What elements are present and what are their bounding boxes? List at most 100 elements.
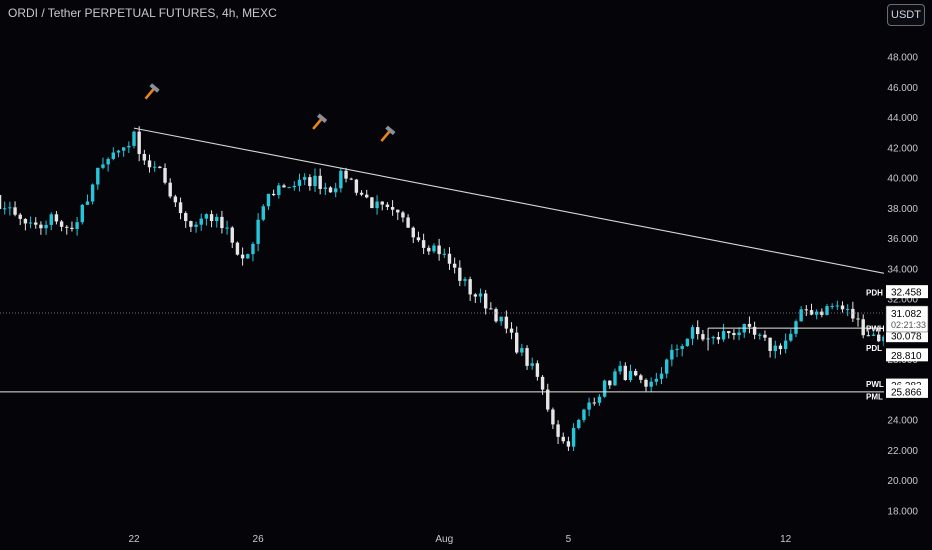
level-tag-pdh: PDH	[866, 289, 883, 298]
candle-body	[515, 332, 519, 353]
candle-body	[189, 221, 193, 227]
candle-body	[452, 263, 457, 268]
candle-body	[659, 373, 664, 379]
y-tick-label: 38.000	[887, 204, 918, 215]
candle-body	[121, 147, 126, 151]
candle-body	[825, 306, 829, 315]
candle-body	[520, 348, 524, 353]
candle-body	[261, 206, 265, 220]
y-tick-label: 42.000	[887, 143, 918, 154]
candle-body	[711, 337, 715, 339]
candle-body	[75, 222, 79, 229]
candle-body	[763, 334, 767, 338]
candle-body	[551, 409, 555, 425]
candle-body	[840, 305, 845, 310]
candle-body	[561, 436, 565, 442]
y-tick-label: 18.000	[887, 506, 918, 517]
candle-body	[804, 309, 809, 311]
candle-body	[587, 402, 591, 410]
candle-body	[173, 196, 178, 203]
candle-body	[137, 131, 141, 154]
candle-body	[411, 227, 415, 238]
candle-body	[530, 363, 534, 366]
candle-body	[199, 218, 203, 225]
candle-body	[690, 327, 695, 339]
level-price-label-bg	[886, 285, 928, 299]
candle-body	[282, 185, 286, 188]
candle-body	[675, 348, 679, 350]
candle-body	[132, 131, 136, 146]
candle-body	[768, 337, 772, 351]
candle-body	[856, 318, 860, 320]
candle-body	[463, 279, 467, 281]
candle-body	[375, 201, 379, 209]
currency-button[interactable]: USDT	[887, 4, 925, 26]
candle-body	[732, 333, 736, 336]
candle-body	[339, 170, 343, 189]
hammer-handle	[144, 87, 155, 100]
candle-body	[70, 227, 74, 229]
candle-body	[142, 153, 147, 161]
candle-body	[111, 152, 116, 159]
hammer-icon	[144, 83, 160, 100]
candle-body	[416, 237, 421, 241]
level-price-label-bg	[886, 329, 928, 343]
candle-body	[354, 179, 359, 193]
candle-body	[540, 376, 545, 390]
candle-body	[49, 214, 53, 225]
candle-body	[535, 363, 540, 377]
candle-body	[101, 164, 105, 168]
candle-body	[23, 218, 28, 224]
candle-body	[370, 197, 374, 209]
level-price-label: 30.078	[891, 332, 922, 343]
candles-group	[0, 126, 932, 451]
candle-body	[582, 409, 586, 420]
candle-body	[168, 182, 172, 197]
candle-body	[546, 389, 550, 410]
candle-body	[628, 371, 633, 381]
candle-body	[664, 359, 669, 374]
hammer-icon	[312, 113, 328, 130]
candle-body	[401, 212, 405, 218]
candle-body	[287, 187, 291, 189]
candle-body	[577, 419, 581, 429]
candle-body	[509, 328, 514, 333]
candle-body	[215, 216, 219, 222]
candle-body	[127, 145, 131, 148]
candle-body	[80, 204, 84, 223]
candle-body	[432, 245, 436, 252]
x-tick-label: 5	[566, 534, 572, 545]
candle-body	[877, 334, 881, 342]
candle-body	[866, 335, 871, 337]
y-tick-label: 44.000	[887, 113, 918, 124]
candle-body	[882, 336, 886, 342]
candle-body	[0, 195, 2, 209]
candle-body	[783, 340, 788, 350]
candle-body	[302, 177, 307, 180]
candle-body	[468, 279, 472, 295]
level-tag-pwh: PWH	[866, 325, 885, 334]
hammer-handle	[380, 130, 391, 142]
candle-body	[566, 441, 571, 447]
candle-body	[602, 380, 607, 397]
candle-body	[380, 201, 384, 205]
candle-body	[644, 379, 648, 387]
candle-body	[225, 227, 229, 229]
candle-body	[494, 309, 498, 322]
candle-body	[427, 247, 431, 252]
candle-body	[835, 305, 840, 307]
candle-body	[220, 216, 224, 229]
candle-body	[13, 207, 17, 215]
candle-body	[18, 214, 22, 219]
candle-body	[851, 308, 855, 319]
candle-body	[184, 213, 188, 222]
countdown-label: 02:21:33	[891, 320, 926, 330]
candle-body	[799, 309, 803, 322]
candle-body	[871, 334, 876, 336]
level-tag-pwl: PWL	[866, 380, 884, 389]
candle-body	[504, 316, 509, 329]
candle-body	[473, 294, 478, 297]
candle-body	[685, 338, 690, 347]
